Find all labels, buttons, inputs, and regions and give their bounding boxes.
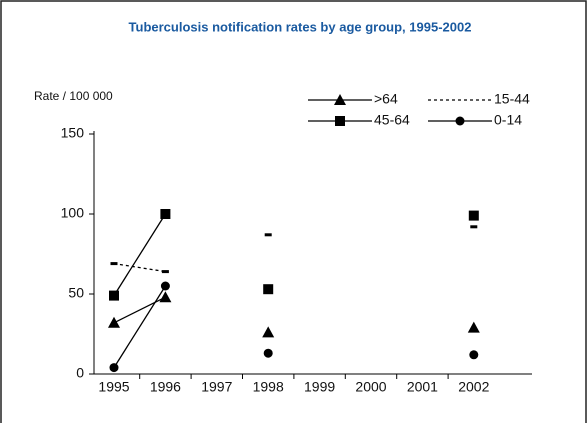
- marker: [469, 350, 479, 360]
- x-tick-label: 1998: [253, 379, 284, 395]
- marker: [110, 262, 118, 266]
- x-tick-label: 2000: [355, 379, 386, 395]
- marker: [263, 284, 274, 295]
- marker: [335, 116, 345, 126]
- marker: [159, 291, 172, 303]
- marker: [455, 116, 465, 126]
- marker: [108, 316, 120, 328]
- legend-label: 0-14: [494, 112, 522, 128]
- x-tick-label: 1995: [98, 379, 129, 395]
- y-tick-label: 0: [76, 365, 84, 381]
- marker: [160, 281, 170, 291]
- legend-label: 15-44: [494, 91, 530, 107]
- marker: [468, 210, 479, 221]
- x-tick-label: 2002: [458, 379, 489, 395]
- series-line: [114, 227, 474, 272]
- legend-label: 45-64: [374, 112, 410, 128]
- y-tick-label: 100: [61, 205, 85, 221]
- y-tick-label: 50: [68, 285, 84, 301]
- marker: [470, 225, 478, 229]
- x-tick-label: 1996: [150, 379, 181, 395]
- y-axis-label: Rate / 100 000: [34, 89, 113, 103]
- legend-label: >64: [374, 91, 398, 107]
- x-tick-label: 1997: [201, 379, 232, 395]
- marker: [334, 94, 346, 105]
- chart-title: Tuberculosis notification rates by age g…: [129, 19, 472, 34]
- marker: [264, 233, 272, 237]
- x-tick-label: 1999: [304, 379, 335, 395]
- marker: [160, 209, 171, 219]
- x-tick-label: 2001: [407, 379, 438, 395]
- marker: [262, 326, 275, 338]
- marker: [263, 348, 273, 358]
- marker: [161, 270, 169, 274]
- marker: [109, 290, 119, 301]
- marker: [467, 321, 480, 333]
- marker: [109, 363, 119, 373]
- y-tick-label: 150: [61, 125, 85, 141]
